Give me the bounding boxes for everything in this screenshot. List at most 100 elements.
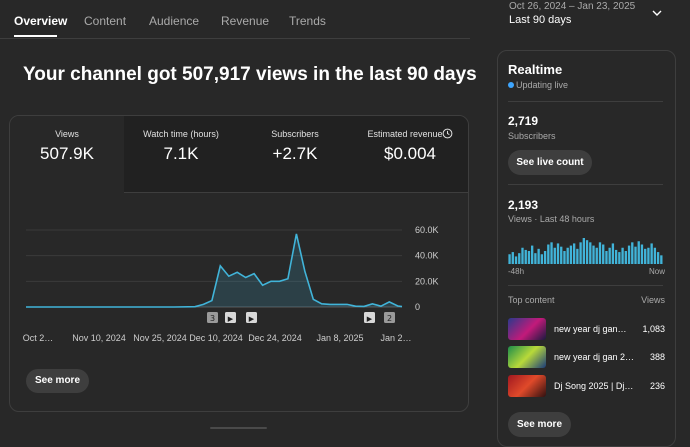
- realtime-bar: [621, 247, 624, 264]
- realtime-bar: [543, 251, 547, 264]
- realtime-bar: [576, 248, 579, 264]
- realtime-status: Updating live: [508, 80, 568, 90]
- series-line-views: [26, 233, 403, 308]
- realtime-bar: [605, 251, 608, 264]
- x-tick-label: Jan 8, 2025: [316, 333, 363, 343]
- metric-label: Views: [55, 129, 79, 139]
- event-marker-video[interactable]: ▶: [364, 312, 375, 323]
- realtime-bar: [569, 245, 573, 264]
- realtime-bar: [611, 243, 615, 264]
- realtime-bar: [608, 247, 611, 264]
- realtime-bar: [537, 248, 540, 264]
- divider: [508, 285, 663, 286]
- realtime-bar: [547, 244, 550, 264]
- active-tab-indicator: [14, 35, 57, 37]
- tab-trends[interactable]: Trends: [289, 14, 326, 28]
- svg-text:3: 3: [210, 314, 215, 323]
- realtime-bar: [631, 242, 634, 264]
- metric-label: Subscribers: [271, 129, 319, 139]
- metric-tab-revenue[interactable]: Estimated revenue $0.004: [352, 116, 468, 193]
- realtime-bar: [527, 251, 531, 264]
- top-content-title[interactable]: Dj Song 2025 | Dj…: [554, 381, 634, 391]
- svg-text:2: 2: [387, 314, 392, 323]
- realtime-bar: [595, 247, 598, 264]
- x-tick-label: Dec 10, 2024: [189, 333, 243, 343]
- chevron-down-icon[interactable]: [651, 7, 663, 19]
- realtime-bar: [521, 247, 524, 264]
- realtime-bar: [514, 256, 518, 264]
- video-thumbnail[interactable]: [508, 375, 546, 397]
- subscriber-label: Subscribers: [508, 131, 556, 141]
- realtime-bar: [650, 243, 653, 264]
- metric-value: +2.7K: [272, 144, 318, 163]
- realtime-panel: Realtime Updating live 2,719 Subscribers…: [497, 50, 676, 447]
- realtime-bar: [553, 247, 556, 264]
- bars-axis-start: -48h: [508, 267, 525, 276]
- realtime-bar: [647, 247, 650, 264]
- realtime-bar: [508, 254, 511, 264]
- realtime-title: Realtime: [508, 62, 563, 77]
- realtime-bar: [531, 245, 534, 264]
- subscriber-count: 2,719: [508, 114, 539, 128]
- see-more-top-content-button[interactable]: See more: [508, 412, 571, 437]
- metric-tab-subscribers[interactable]: Subscribers +2.7K: [238, 116, 353, 193]
- date-range-label: Last 90 days: [509, 14, 572, 26]
- see-live-count-button[interactable]: See live count: [508, 150, 592, 175]
- svg-text:▶: ▶: [367, 315, 373, 323]
- divider: [508, 101, 663, 102]
- realtime-views-bars[interactable]: [508, 236, 663, 264]
- scroll-indicator[interactable]: [210, 427, 267, 429]
- event-marker-count[interactable]: 2: [384, 312, 395, 323]
- realtime-bar: [560, 246, 563, 264]
- x-tick-label: Nov 10, 2024: [72, 333, 126, 343]
- metric-tab-views[interactable]: Views 507.9K: [10, 116, 125, 192]
- svg-text:▶: ▶: [249, 315, 255, 323]
- realtime-views-label: Views · Last 48 hours: [508, 214, 595, 224]
- realtime-bar: [566, 247, 569, 264]
- realtime-views-count: 2,193: [508, 198, 539, 212]
- realtime-bar: [598, 242, 602, 264]
- realtime-bar: [524, 249, 527, 264]
- metric-tab-watch-time[interactable]: Watch time (hours) 7.1K: [124, 116, 239, 193]
- y-tick-label: 40.0K: [415, 251, 439, 261]
- realtime-bar: [589, 242, 592, 264]
- realtime-bar: [624, 251, 627, 264]
- realtime-bar: [637, 241, 640, 264]
- realtime-bar: [585, 240, 589, 264]
- svg-text:▶: ▶: [228, 315, 234, 323]
- x-tick-label: Nov 25, 2024: [133, 333, 187, 343]
- metric-label: Watch time (hours): [143, 129, 219, 139]
- metric-value: $0.004: [384, 144, 436, 163]
- divider: [508, 184, 663, 185]
- realtime-bar: [540, 254, 544, 264]
- date-range-dates: Oct 26, 2024 – Jan 23, 2025: [509, 1, 636, 12]
- top-content-title[interactable]: new year dj gan…: [554, 324, 627, 334]
- top-content-views: 1,083: [642, 324, 665, 334]
- see-more-button[interactable]: See more: [26, 369, 89, 393]
- top-content-views: 236: [649, 381, 665, 391]
- realtime-bar: [640, 244, 644, 264]
- x-tick-label: Dec 24, 2024: [248, 333, 302, 343]
- video-thumbnail[interactable]: [508, 318, 546, 340]
- event-marker-count[interactable]: 3: [207, 312, 218, 323]
- top-content-title[interactable]: new year dj gan 2…: [554, 352, 634, 362]
- video-thumbnail[interactable]: [508, 346, 546, 368]
- realtime-bar: [656, 252, 660, 264]
- tab-overview[interactable]: Overview: [14, 14, 68, 28]
- live-dot-icon: [508, 82, 514, 88]
- realtime-bar: [592, 245, 595, 264]
- realtime-bar: [627, 245, 631, 264]
- tab-audience[interactable]: Audience: [149, 14, 200, 28]
- realtime-bar: [614, 249, 618, 264]
- realtime-bar: [582, 238, 585, 264]
- event-marker-video[interactable]: ▶: [225, 312, 236, 323]
- realtime-bar: [644, 248, 647, 264]
- views-column-label: Views: [641, 295, 665, 305]
- views-chart[interactable]: 0 20.0K 40.0K 60.0K 3 ▶ ▶ ▶ 2 Oct 2… Nov 10, 2024 N…: [10, 192, 468, 352]
- event-marker-video[interactable]: ▶: [246, 312, 257, 323]
- tab-bar: Overview Content Audience Revenue Trends: [0, 0, 470, 39]
- tab-content[interactable]: Content: [84, 14, 127, 28]
- realtime-bar: [518, 253, 521, 264]
- date-range-selector[interactable]: Oct 26, 2024 – Jan 23, 2025 Last 90 days: [509, 0, 689, 34]
- tab-revenue[interactable]: Revenue: [221, 14, 270, 28]
